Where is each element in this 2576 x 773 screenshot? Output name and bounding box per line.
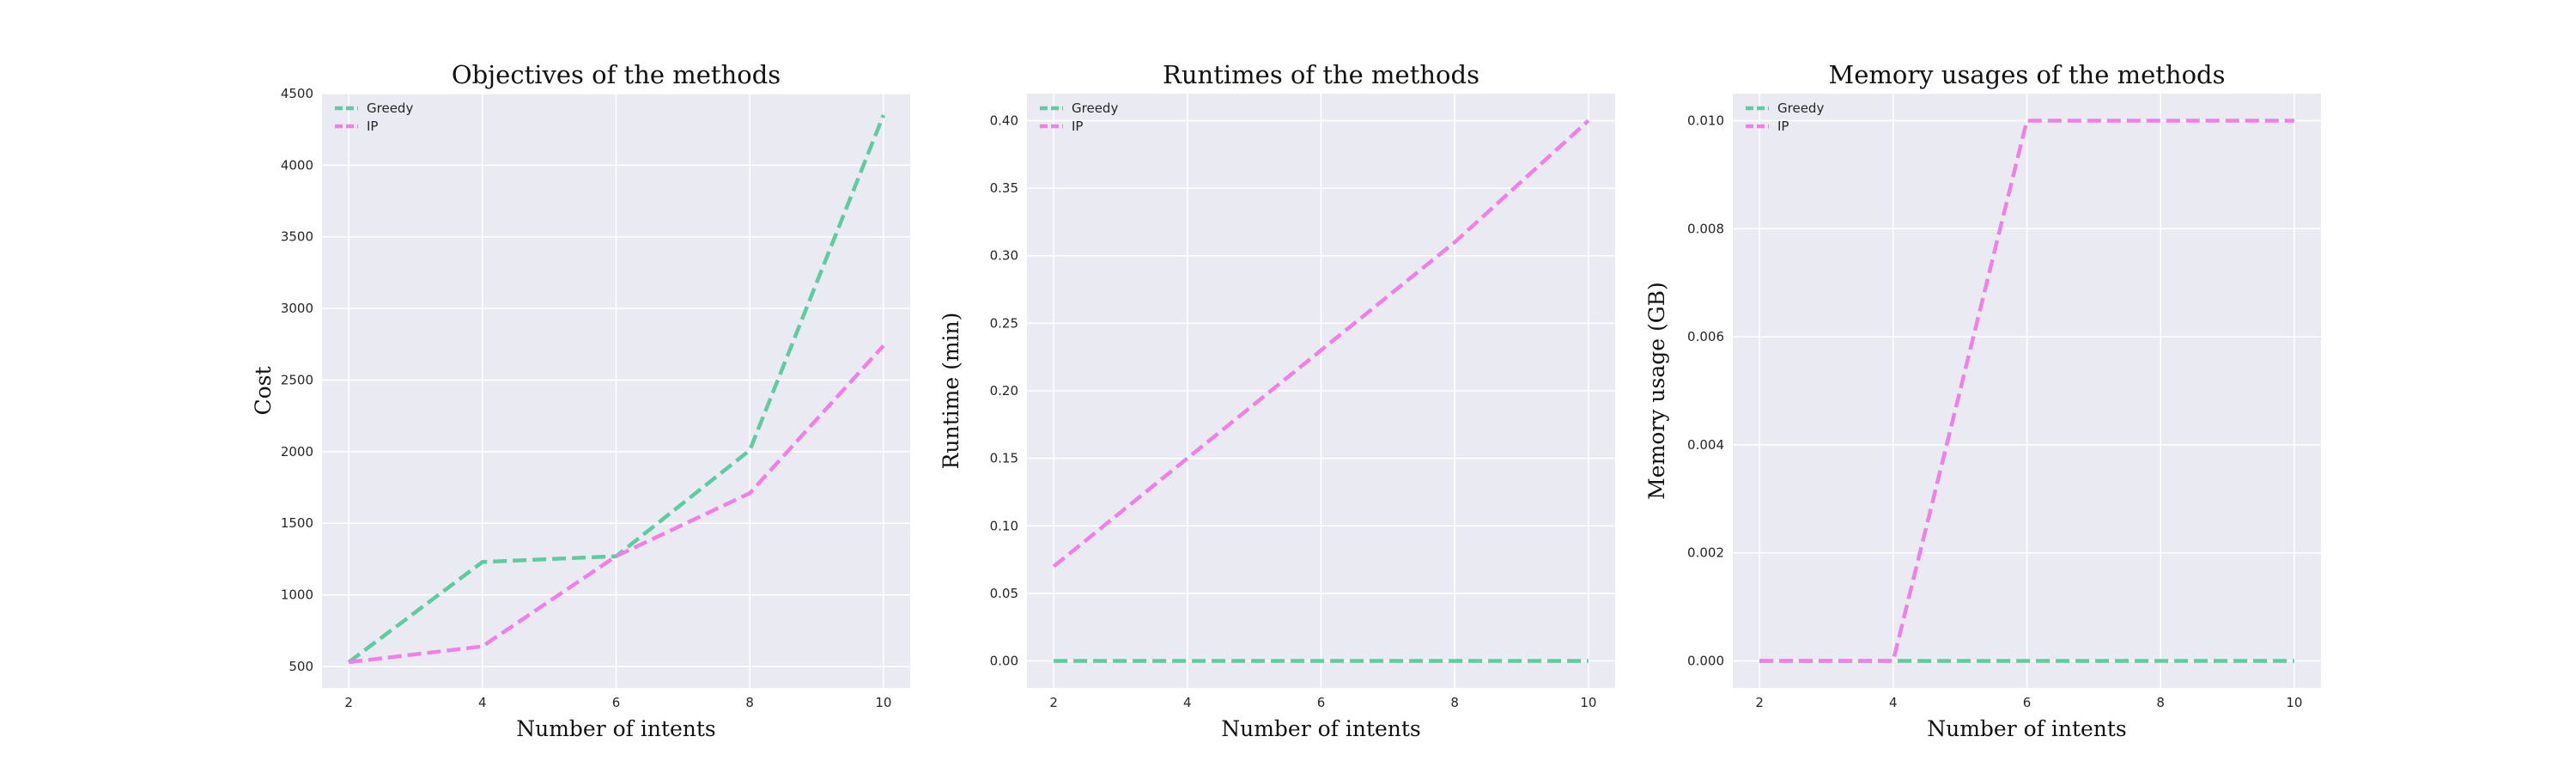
y-tick-label: 0.010 [1687, 113, 1724, 128]
x-tick-label: 6 [1317, 695, 1326, 710]
y-tick-label: 0.006 [1687, 329, 1724, 344]
y-tick-label: 0.35 [990, 180, 1018, 196]
x-tick-label: 4 [478, 695, 487, 710]
x-tick-label: 10 [1580, 695, 1596, 710]
x-tick-label: 10 [875, 695, 891, 710]
legend-label-ip: IP [1777, 119, 1789, 134]
x-tick-label: 8 [1450, 695, 1459, 710]
y-tick-label: 4000 [281, 157, 313, 173]
y-tick-label: 2000 [281, 444, 313, 460]
y-tick-label: 4500 [281, 86, 313, 101]
x-tick-label: 2 [1049, 695, 1058, 710]
series-line-ip [348, 344, 885, 665]
x-tick-label: 6 [612, 695, 621, 710]
x-axis-label: Number of intents [1221, 716, 1421, 741]
chart-2: 2 4 6 8 10 0.00 0.05 0.10 0.15 0.20 0.25 0.30 0.35 0.… [939, 60, 1615, 741]
legend-label-greedy: Greedy [1072, 100, 1118, 116]
legend-label-ip: IP [367, 119, 378, 134]
y-axis-label: Cost [251, 366, 276, 415]
legend: Greedy IP [1746, 100, 1824, 134]
y-tick-label: 1500 [281, 515, 313, 531]
y-tick-label: 3000 [281, 301, 313, 316]
series-line-ip [1052, 119, 1590, 569]
legend-label-ip: IP [1072, 119, 1083, 134]
y-tick-label: 0.000 [1687, 654, 1724, 669]
legend-label-greedy: Greedy [367, 100, 413, 116]
x-tick-label: 4 [1889, 695, 1898, 710]
y-tick-label: 0.008 [1687, 221, 1724, 236]
chart-title: Runtimes of the methods [1163, 60, 1479, 89]
x-tick-label: 8 [745, 695, 754, 710]
y-tick-label: 0.004 [1687, 437, 1724, 453]
x-tick-label: 2 [1755, 695, 1764, 710]
y-tick-label: 2500 [281, 372, 313, 387]
x-tick-label: 8 [2156, 695, 2165, 710]
chart-3: 2 4 6 8 10 0.000 0.002 0.004 0.006 0.008 0.010 Memo… [1644, 60, 2321, 741]
x-axis-label: Number of intents [1927, 716, 2127, 741]
x-axis-label: Number of intents [516, 716, 716, 741]
x-tick-label: 2 [344, 695, 353, 710]
y-tick-label: 0.20 [990, 383, 1018, 399]
legend: Greedy IP [335, 100, 413, 134]
legend: Greedy IP [1040, 100, 1118, 134]
chart-title: Memory usages of the methods [1829, 60, 2226, 89]
y-tick-label: 0.05 [990, 586, 1018, 601]
chart-1: 2 4 6 8 10 500 1000 1500 2000 2500 3000 3500 4000 450… [251, 60, 910, 741]
y-tick-label: 0.25 [990, 315, 1018, 331]
y-axis-label: Runtime (min) [939, 313, 963, 470]
legend-label-greedy: Greedy [1777, 100, 1824, 116]
y-tick-label: 0.002 [1687, 545, 1724, 561]
y-tick-label: 0.10 [990, 518, 1018, 533]
chart-title: Objectives of the methods [452, 60, 781, 89]
x-tick-label: 10 [2286, 695, 2302, 710]
y-tick-label: 0.40 [990, 113, 1018, 128]
x-tick-label: 6 [2023, 695, 2032, 710]
y-tick-label: 0.15 [990, 451, 1018, 466]
y-tick-label: 500 [289, 659, 313, 674]
y-axis-label: Memory usage (GB) [1644, 282, 1669, 500]
y-tick-label: 3500 [281, 229, 313, 245]
x-tick-label: 4 [1183, 695, 1192, 710]
series-line-greedy [347, 114, 885, 664]
series-line-ip [1759, 119, 2294, 663]
y-tick-label: 0.00 [990, 654, 1018, 669]
y-tick-label: 1000 [281, 587, 313, 603]
y-tick-label: 0.30 [990, 248, 1018, 264]
